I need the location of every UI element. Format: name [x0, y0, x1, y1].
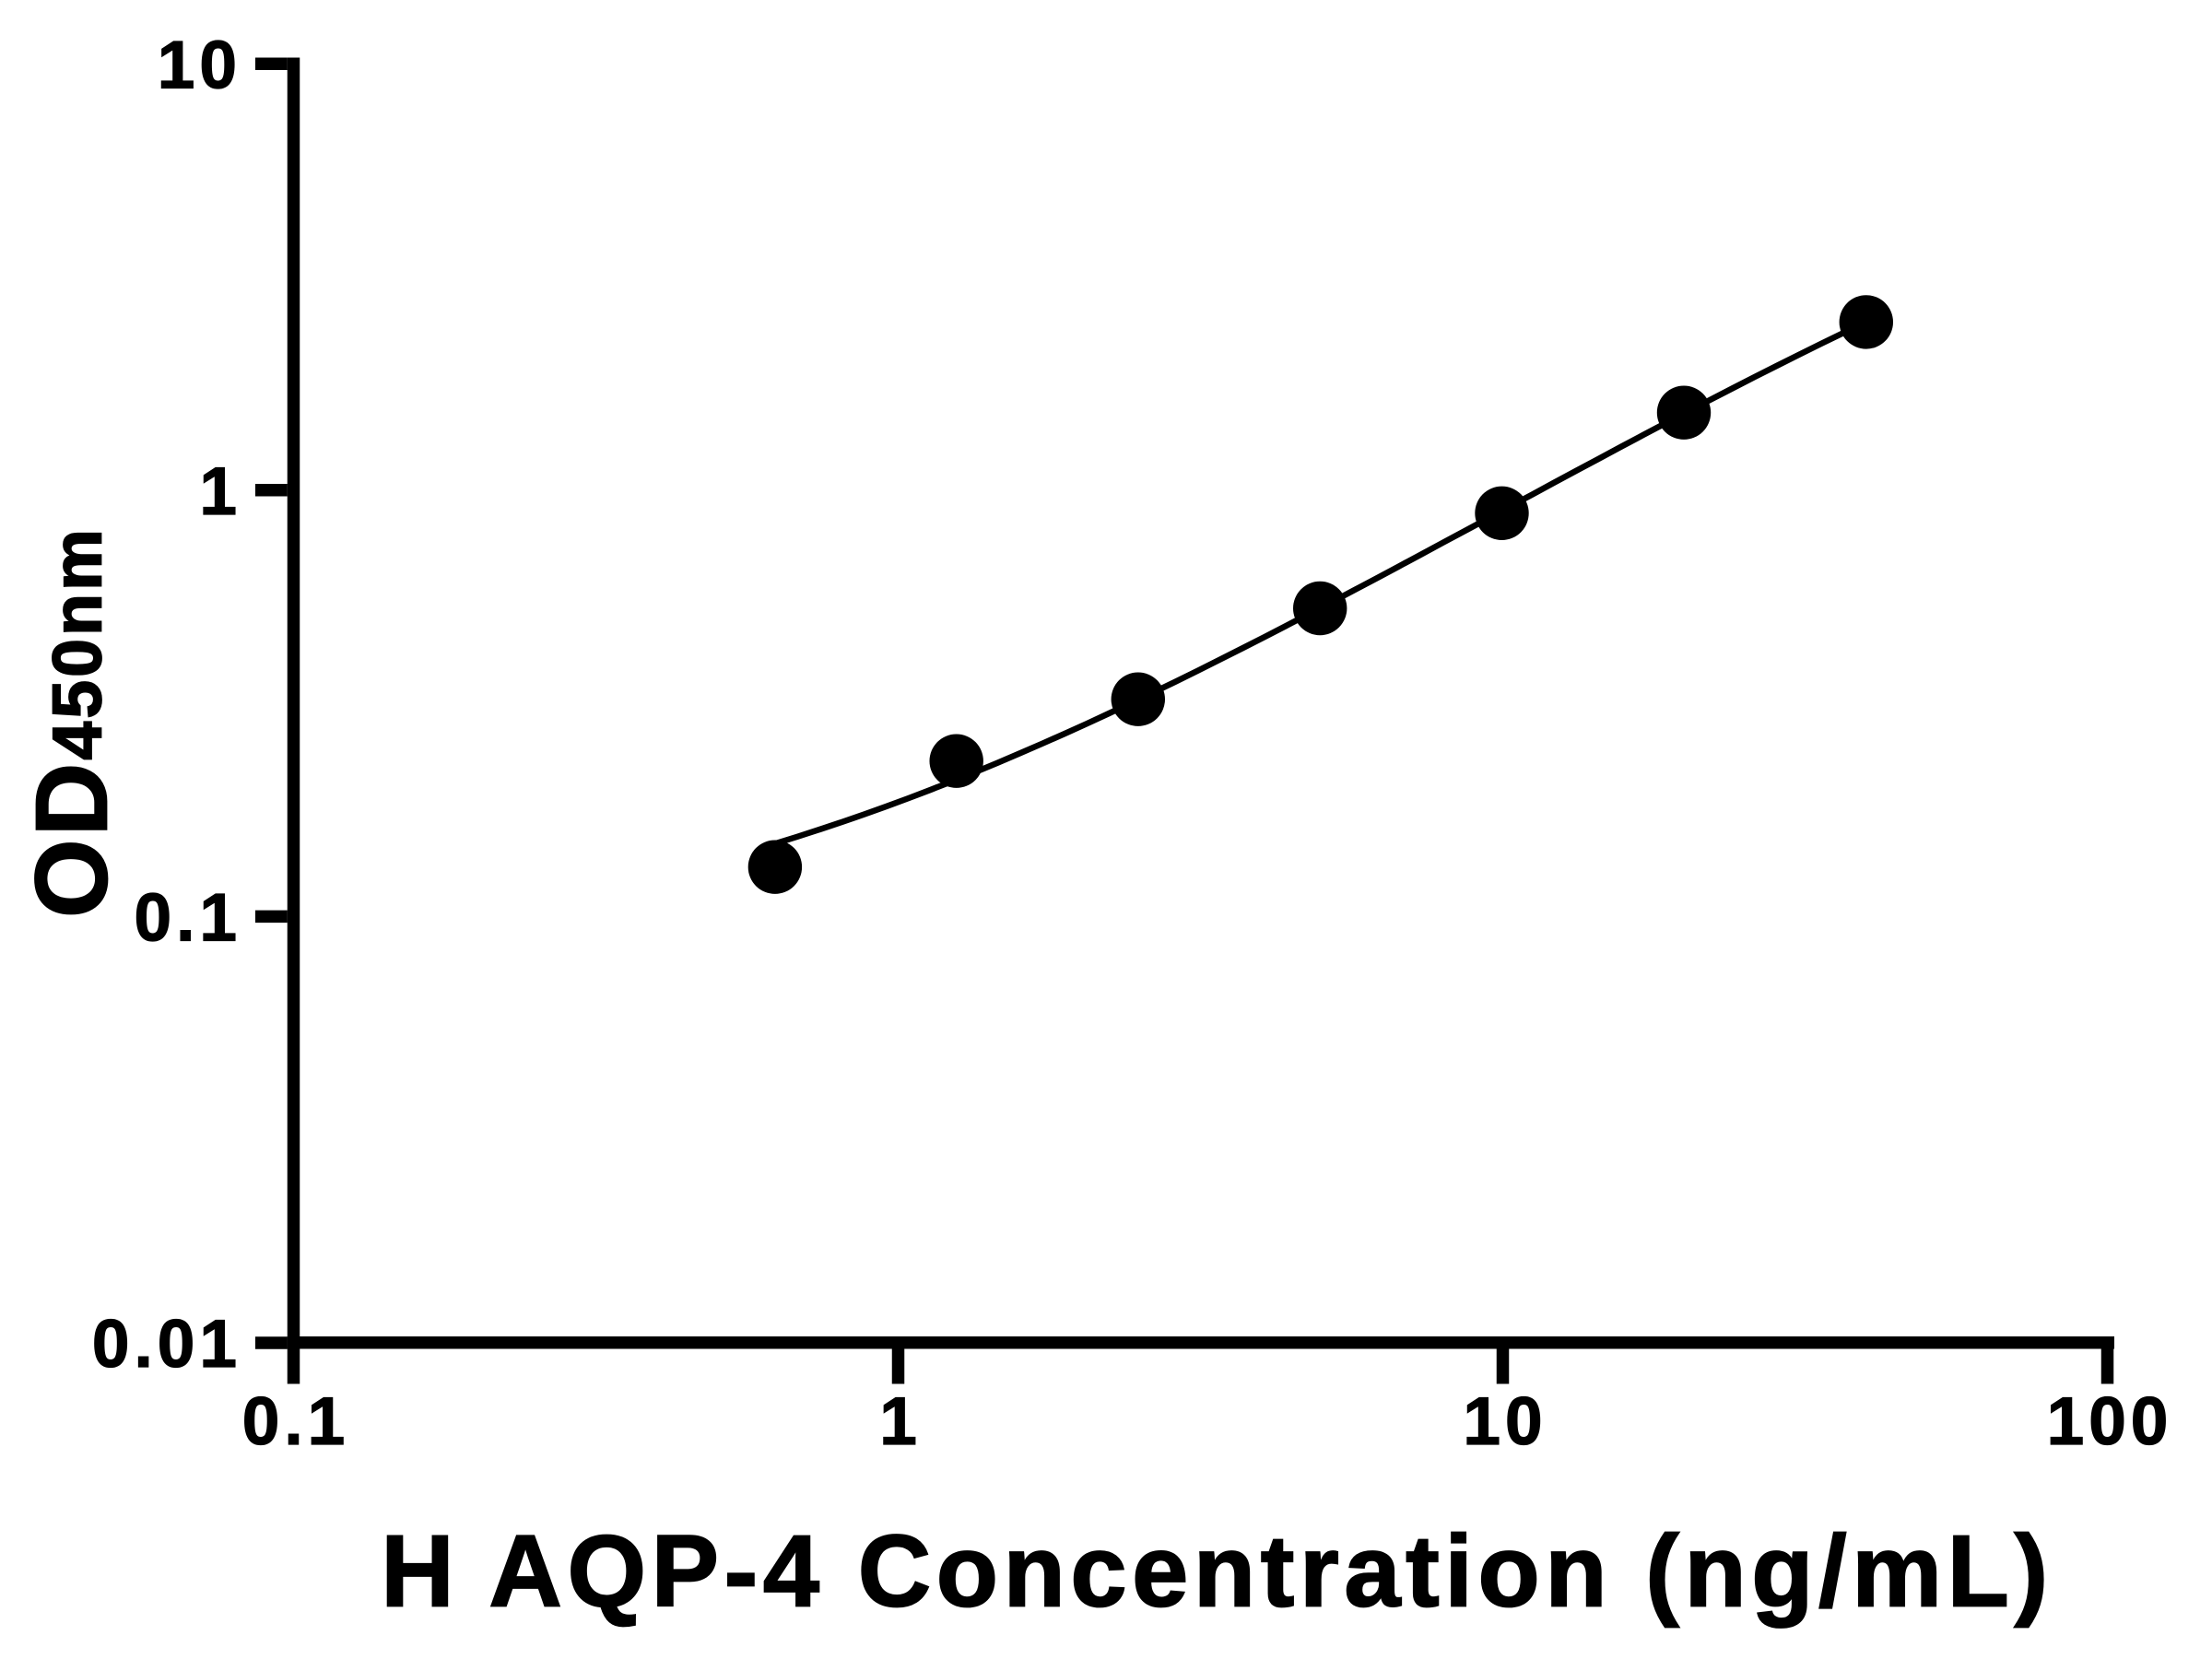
svg-text:0.1: 0.1 [242, 1384, 349, 1459]
svg-text:1: 1 [199, 454, 241, 529]
svg-text:0.01: 0.01 [92, 1307, 241, 1382]
svg-text:1: 1 [879, 1384, 922, 1459]
svg-text:100: 100 [2047, 1384, 2173, 1459]
svg-text:0.1: 0.1 [135, 880, 241, 955]
svg-text:H AQP-4 Concentration (ng/mL): H AQP-4 Concentration (ng/mL) [381, 1515, 2053, 1629]
svg-text:10: 10 [1463, 1384, 1547, 1459]
svg-text:10: 10 [158, 28, 241, 102]
